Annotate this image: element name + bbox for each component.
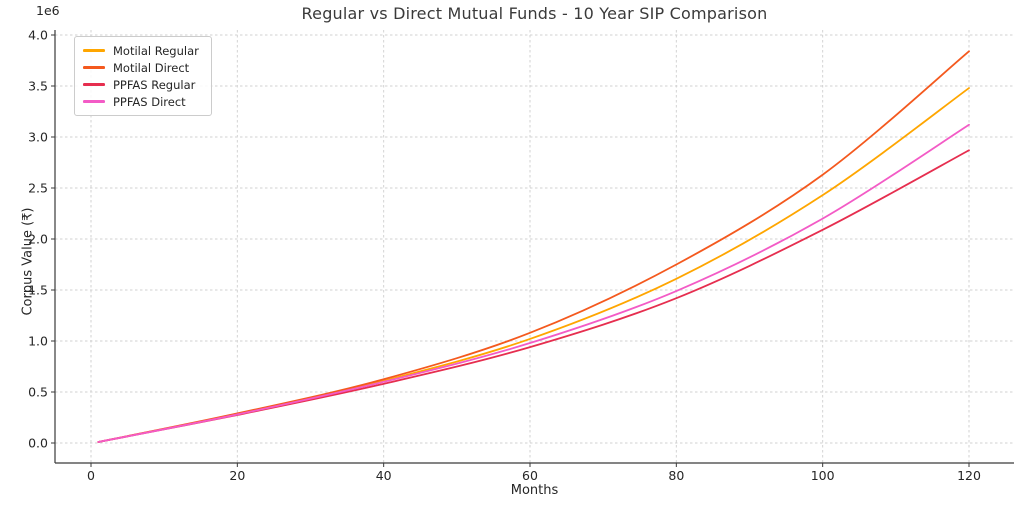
y-tick-label: 0.0 [28,436,48,451]
y-tick-label: 2.0 [28,232,48,247]
legend-line-swatch [83,100,105,103]
y-tick-label: 3.0 [28,130,48,145]
legend-line-swatch [83,83,105,86]
chart-title: Regular vs Direct Mutual Funds - 10 Year… [301,4,768,23]
x-tick-label: 0 [87,468,95,483]
legend-item-ppfas-regular: PPFAS Regular [83,76,199,93]
legend-label: PPFAS Regular [113,77,196,92]
legend-label: Motilal Direct [113,60,190,75]
x-tick-label: 100 [811,468,835,483]
legend-item-motilal-direct: Motilal Direct [83,59,199,76]
x-tick-label: 60 [522,468,538,483]
series-line-ppfas-direct [97,123,970,443]
legend-item-ppfas-direct: PPFAS Direct [83,93,199,110]
y-tick-label: 3.5 [28,79,48,94]
y-axis-label: Corpus Value (₹) [20,207,36,316]
x-tick-label: 80 [668,468,684,483]
legend: Motilal Regular Motilal Direct PPFAS Regul… [74,36,212,116]
legend-label: PPFAS Direct [113,94,186,109]
x-axis-label: Months [510,483,559,498]
y-tick-label: 4.0 [28,28,48,43]
x-tick-label: 40 [376,468,392,483]
y-tick-label: 2.5 [28,181,48,196]
series-line-motilal-regular [97,87,970,443]
legend-item-motilal-regular: Motilal Regular [83,42,199,59]
y-axis-offset-text: 1e6 [36,3,60,18]
y-tick-label: 1.5 [28,283,48,298]
y-tick-label: 1.0 [28,334,48,349]
legend-label: Motilal Regular [113,43,199,58]
legend-line-swatch [83,66,105,69]
y-tick-label: 0.5 [28,385,48,400]
series-line-ppfas-regular [97,149,970,443]
legend-line-swatch [83,49,105,52]
x-tick-label: 120 [957,468,981,483]
x-tick-label: 20 [229,468,245,483]
series-line-motilal-direct [97,50,970,443]
